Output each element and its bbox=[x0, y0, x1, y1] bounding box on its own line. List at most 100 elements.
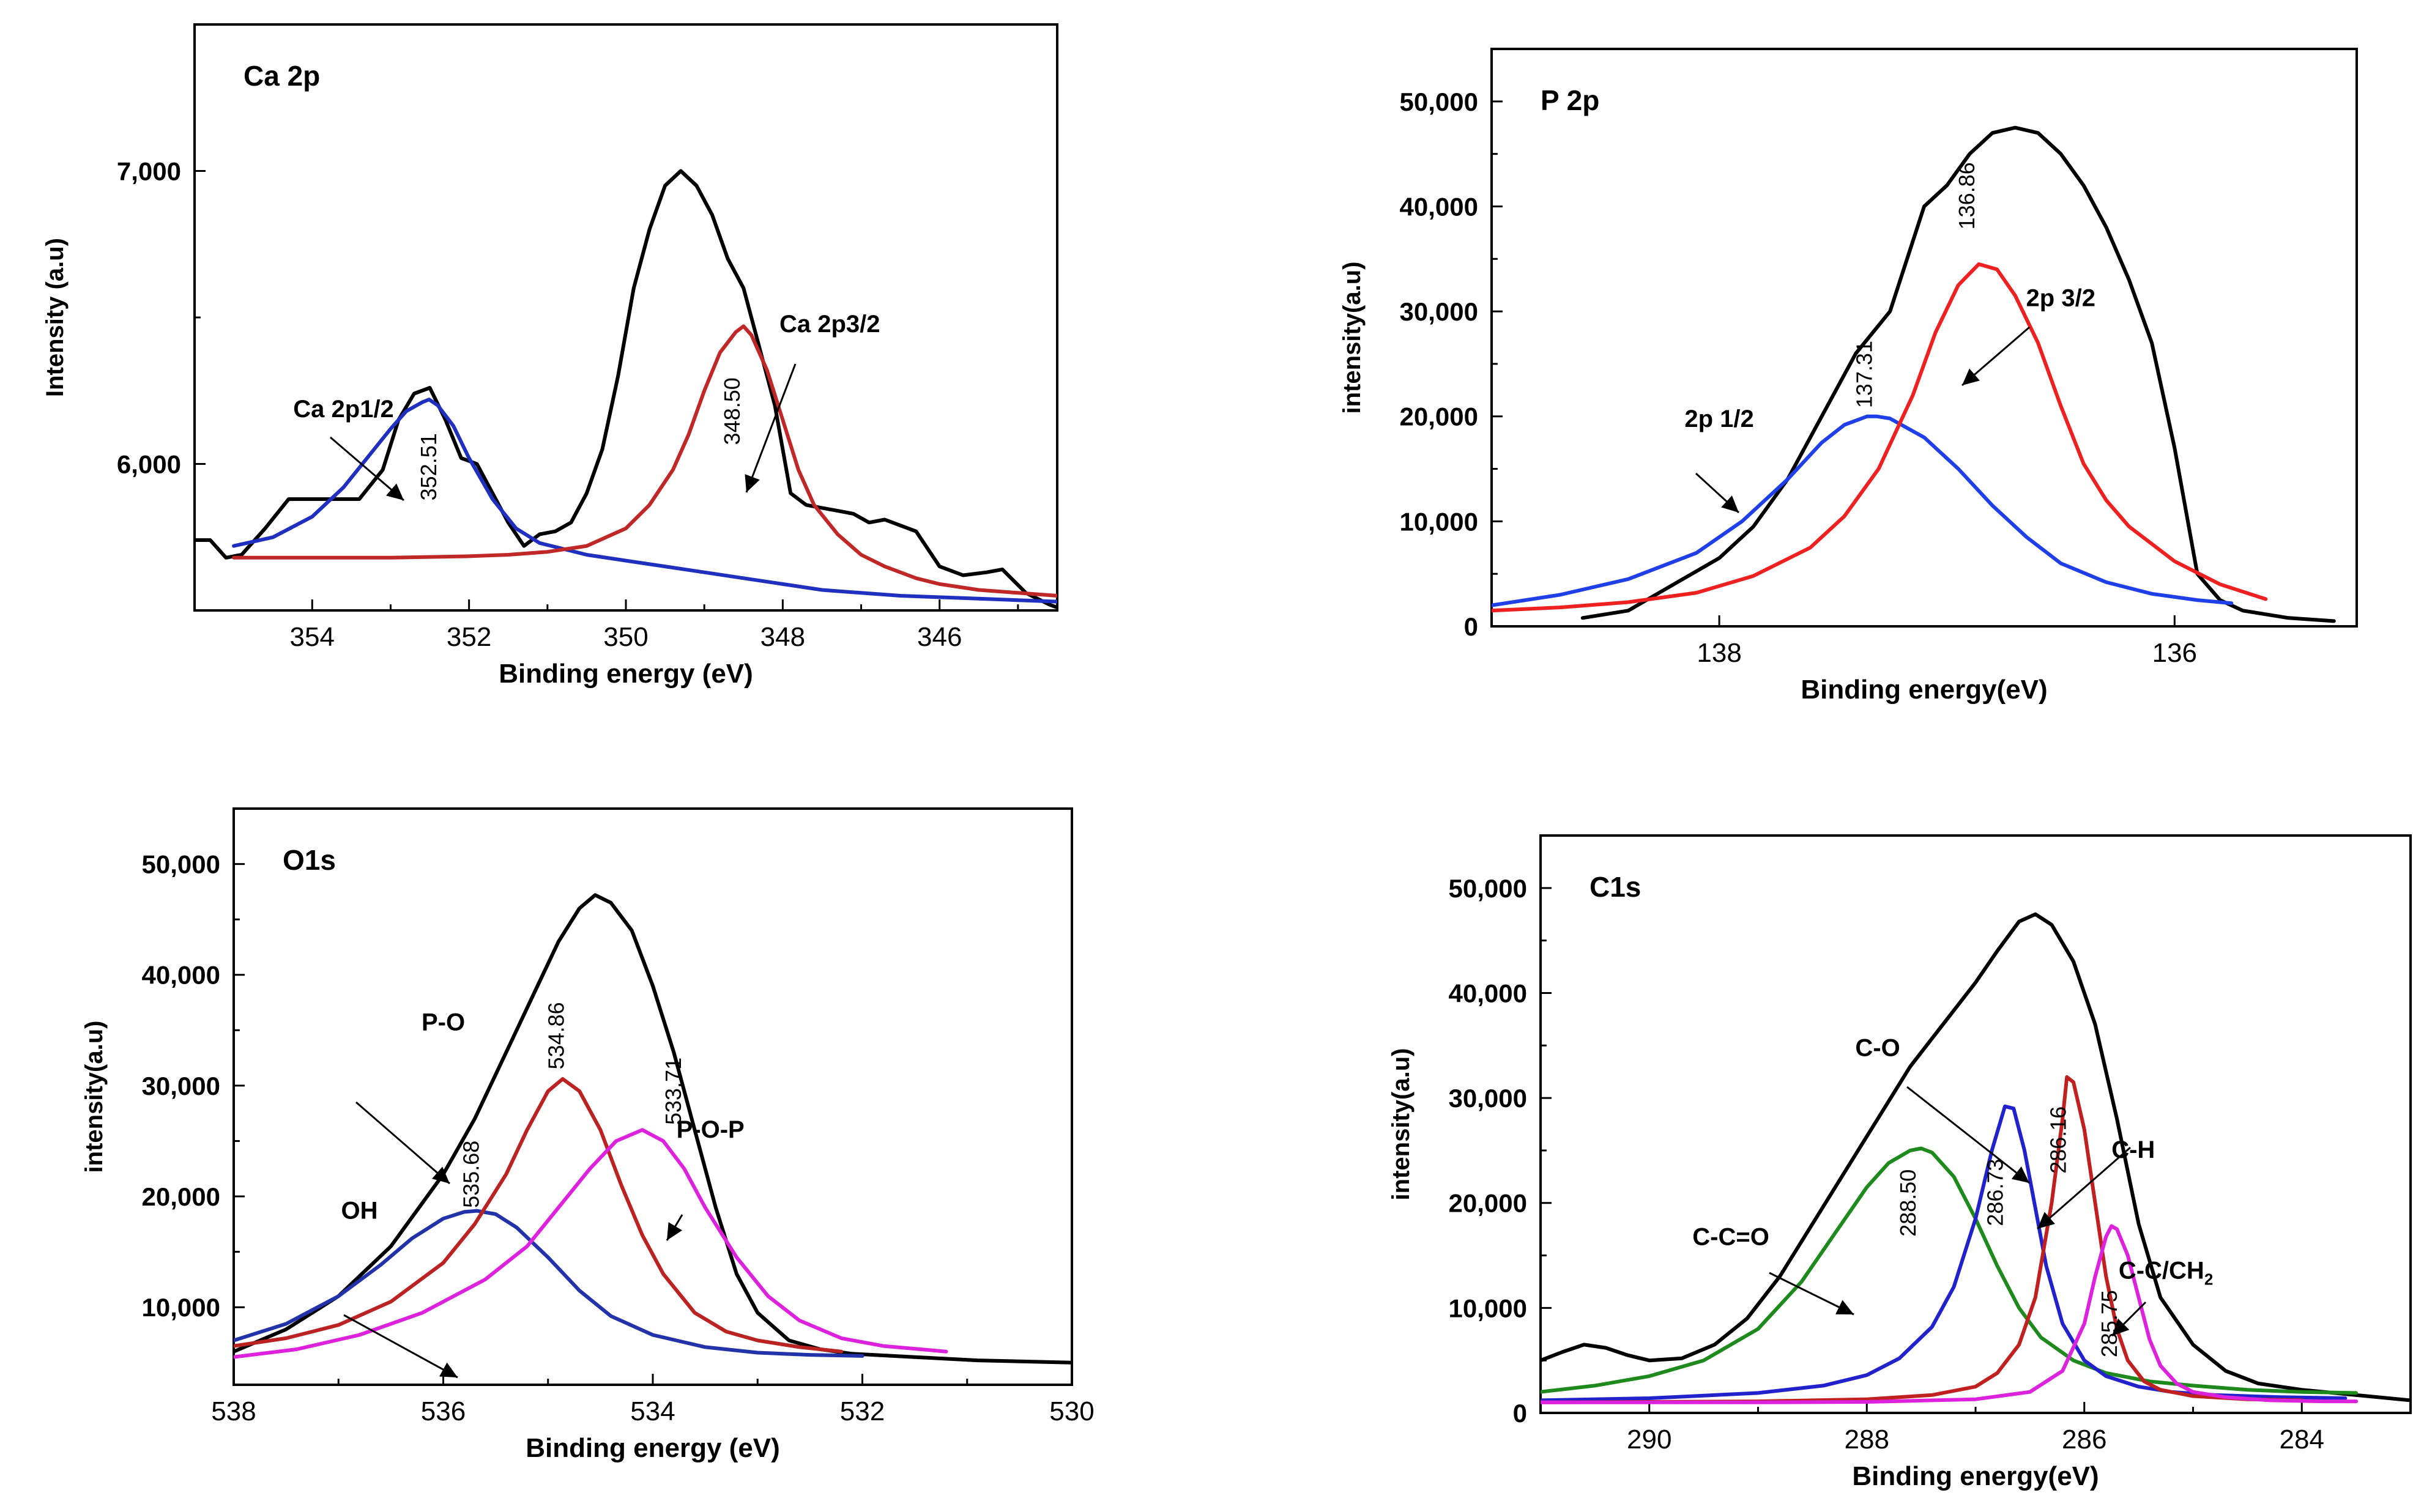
x-axis-label: Binding energy (eV) bbox=[499, 659, 753, 689]
annotation-text: 534.86 bbox=[543, 1002, 568, 1069]
series-envelope bbox=[1541, 912, 2411, 1403]
series-oh bbox=[234, 1209, 864, 1358]
peak-position-label: 288.50 bbox=[1895, 1169, 1920, 1237]
annotation-arrowhead bbox=[1962, 368, 1980, 385]
y-tick-label: 7,000 bbox=[117, 157, 181, 186]
x-axis-label: Binding energy (eV) bbox=[526, 1433, 780, 1463]
y-tick-label: 6,000 bbox=[117, 450, 181, 479]
x-tick-label: 288 bbox=[1845, 1425, 1889, 1455]
chart-title: P 2p bbox=[1541, 84, 1599, 116]
annotation-arrowhead bbox=[386, 483, 404, 500]
peak-position-label: 136.86 bbox=[1954, 162, 1979, 229]
annotation-text: C-O bbox=[1855, 1034, 1900, 1061]
chart-title: Ca 2p bbox=[244, 60, 320, 92]
annotation-arrowhead bbox=[439, 1362, 458, 1377]
annotation-text: 535.68 bbox=[459, 1141, 484, 1208]
y-tick-label: 10,000 bbox=[1400, 507, 1478, 536]
annotation-text: C-C=O bbox=[1692, 1223, 1769, 1250]
annotation-text: C-H bbox=[2111, 1136, 2155, 1163]
y-axis-label: intensity(a.u) bbox=[81, 1021, 108, 1173]
x-tick-label: 532 bbox=[840, 1396, 885, 1426]
annotation-arrowhead bbox=[1835, 1300, 1854, 1314]
annotation-text: 352.51 bbox=[416, 433, 441, 500]
y-tick-label: 0 bbox=[1513, 1399, 1527, 1428]
annotation-text: OH bbox=[341, 1197, 378, 1224]
y-tick-label: 20,000 bbox=[142, 1182, 220, 1211]
annotation-text: 533.71 bbox=[661, 1058, 686, 1125]
annotation-arrow bbox=[745, 363, 797, 493]
x-axis-label: Binding energy(eV) bbox=[1852, 1461, 2099, 1491]
x-tick-label: 350 bbox=[603, 622, 648, 652]
series-c-o bbox=[1541, 1104, 2348, 1403]
annotation-text: 286.73 bbox=[1982, 1159, 2007, 1226]
y-tick-label: 0 bbox=[1464, 612, 1478, 641]
x-tick-label: 354 bbox=[290, 622, 335, 652]
peak-position-label: 286.16 bbox=[2046, 1106, 2071, 1174]
chart-title: C1s bbox=[1589, 871, 1641, 903]
annotation-arrow bbox=[2037, 1146, 2131, 1230]
peak-position-label: 137.31 bbox=[1851, 341, 1876, 408]
annotation-text: Ca 2p3/2 bbox=[779, 311, 880, 338]
y-tick-label: 10,000 bbox=[142, 1293, 220, 1322]
annotation-text: 288.50 bbox=[1895, 1169, 1920, 1237]
component-label: P-O-P bbox=[677, 1116, 745, 1143]
x-tick-label: 286 bbox=[2062, 1425, 2106, 1455]
y-tick-label: 30,000 bbox=[1449, 1084, 1527, 1113]
peak-position-label: 352.51 bbox=[416, 433, 441, 500]
component-label: OH bbox=[341, 1197, 378, 1224]
y-tick-label: 20,000 bbox=[1400, 402, 1478, 431]
annotation-text: 2p 3/2 bbox=[2026, 285, 2095, 312]
y-axis-label: Intensity (a.u) bbox=[42, 238, 69, 397]
annotation-arrow bbox=[343, 1314, 458, 1379]
y-tick-label: 40,000 bbox=[142, 961, 220, 990]
y-axis-label: intensity(a.u) bbox=[1339, 262, 1366, 414]
plot-frame bbox=[232, 807, 1073, 1386]
x-tick-label: 534 bbox=[630, 1396, 675, 1426]
annotation-text: 136.86 bbox=[1954, 162, 1979, 229]
component-label: Ca 2p1/2 bbox=[293, 396, 394, 423]
x-tick-label: 284 bbox=[2280, 1425, 2324, 1455]
series-c-h bbox=[1541, 1075, 2304, 1404]
series-2p-1-2 bbox=[1492, 414, 2234, 607]
annotation-text: 137.31 bbox=[1851, 341, 1876, 408]
peak-position-label: 534.86 bbox=[543, 1002, 568, 1069]
component-label: C-C=O bbox=[1692, 1223, 1769, 1250]
annotation-arrowhead bbox=[2037, 1212, 2055, 1229]
x-tick-label: 538 bbox=[211, 1396, 256, 1426]
component-label: C-C/CH2 bbox=[2119, 1257, 2213, 1288]
series-c-c-o bbox=[1541, 1146, 2359, 1395]
annotation-arrow bbox=[1906, 1086, 2030, 1184]
y-tick-label: 30,000 bbox=[1400, 297, 1478, 326]
y-tick-label: 50,000 bbox=[1449, 874, 1527, 903]
annotation-text: P-O-P bbox=[677, 1116, 745, 1143]
x-tick-label: 348 bbox=[760, 622, 805, 652]
annotation-text: 286.16 bbox=[2046, 1106, 2071, 1174]
x-tick-label: 536 bbox=[421, 1396, 466, 1426]
series-c-c-ch2 bbox=[1541, 1224, 2359, 1404]
peak-position-label: 286.73 bbox=[1982, 1159, 2007, 1226]
component-label: C-H bbox=[2111, 1136, 2155, 1163]
annotation-text: C-C/CH bbox=[2119, 1257, 2204, 1284]
series-envelope bbox=[195, 169, 1057, 610]
peak-position-label: 348.50 bbox=[719, 377, 745, 445]
annotation-arrowhead bbox=[667, 1222, 683, 1240]
component-label: Ca 2p3/2 bbox=[779, 311, 880, 338]
chart-c1s: 290 288 286 284 0 10,000 20,000 30,000 40,000 50,… bbox=[1388, 834, 2412, 1491]
y-tick-label: 20,000 bbox=[1449, 1189, 1527, 1218]
annotation-text: 2p 1/2 bbox=[1684, 406, 1753, 432]
chart-p2p: 138 136 0 10,000 20,000 30,000 40,000 50,000 Bin… bbox=[1339, 48, 2358, 705]
x-tick-label: 346 bbox=[917, 622, 962, 652]
annotation-text: 348.50 bbox=[719, 377, 745, 445]
chart-title: O1s bbox=[283, 844, 336, 876]
plot-frame bbox=[1490, 48, 2358, 628]
peak-position-label: 533.71 bbox=[661, 1058, 686, 1125]
annotation-arrow bbox=[355, 1101, 450, 1185]
annotation-arrowhead bbox=[1721, 495, 1739, 513]
series-p-o-p bbox=[234, 1128, 948, 1359]
annotation-arrowhead bbox=[2011, 1166, 2029, 1183]
x-tick-label: 138 bbox=[1697, 638, 1741, 668]
annotation-text: P-O bbox=[422, 1009, 465, 1036]
series-ca-2p3-2 bbox=[232, 324, 1057, 598]
chart-ca2p: 354 352 350 348 346 6,000 7,000 Binding energy … bbox=[42, 23, 1058, 689]
component-label: 2p 1/2 bbox=[1684, 406, 1753, 432]
